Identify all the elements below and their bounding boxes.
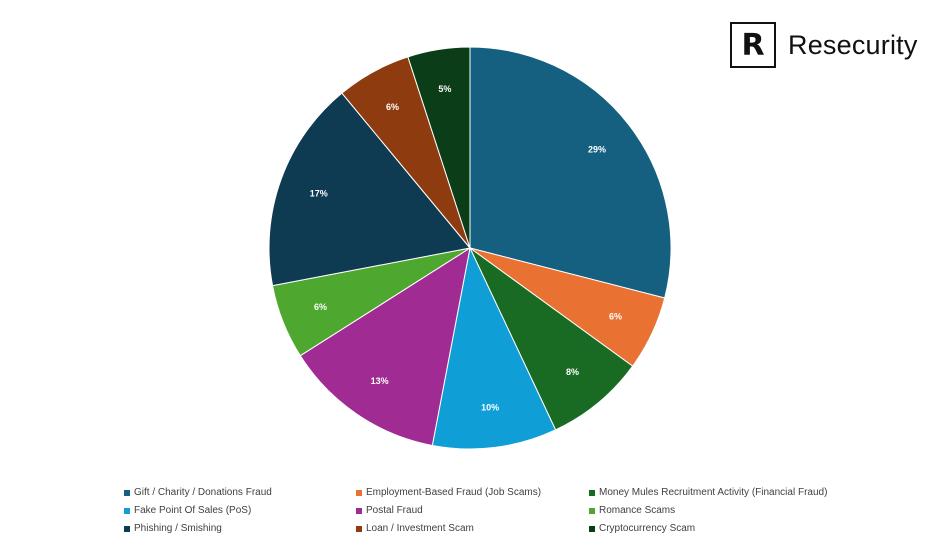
data-label-cryptocurrency-scam: 5% [438, 84, 451, 94]
legend-label: Loan / Investment Scam [366, 523, 474, 534]
data-label-phishing-smishing: 17% [310, 189, 328, 199]
legend-swatch [356, 489, 362, 496]
legend-label: Cryptocurrency Scam [599, 523, 696, 534]
legend-swatch [356, 525, 362, 532]
legend-swatch [124, 489, 130, 496]
legend-label: Money Mules Recruitment Activity (Financ… [599, 487, 828, 498]
chart-legend: Gift / Charity / Donations Fraud Employme… [124, 485, 884, 536]
legend-item-money-mules-recruitment-activity-financial-fraud: Money Mules Recruitment Activity (Financ… [589, 485, 884, 500]
legend-label: Romance Scams [599, 505, 676, 516]
pie-slice-phishing-smishing [268, 92, 471, 287]
logo-mark: R [730, 22, 776, 68]
data-label-gift-charity-donations-fraud: 29% [588, 144, 606, 154]
legend-label: Gift / Charity / Donations Fraud [134, 487, 272, 498]
legend-item-romance-scams: Romance Scams [589, 503, 884, 518]
legend-swatch [356, 507, 362, 514]
pie-slice-money-mules-recruitment-activity-financial-fraud [469, 247, 634, 431]
legend-item-postal-fraud: Postal Fraud [356, 503, 589, 518]
legend-item-fake-point-of-sales-pos: Fake Point Of Sales (PoS) [124, 503, 356, 518]
legend-swatch [589, 507, 595, 514]
legend-item-cryptocurrency-scam: Cryptocurrency Scam [589, 521, 884, 536]
legend-label: Phishing / Smishing [134, 523, 222, 534]
legend-label: Employment-Based Fraud (Job Scams) [366, 487, 542, 498]
pie-chart-svg: 29% 6% 8% 10% 13% 6% 17% 6% 5% [268, 46, 672, 450]
data-label-loan-investment-scam: 6% [386, 102, 399, 112]
data-label-romance-scams: 6% [314, 302, 327, 312]
legend-item-employment-based-fraud-job-scams: Employment-Based Fraud (Job Scams) [356, 485, 589, 500]
pie-slice-gift-charity-donations-fraud [469, 46, 672, 299]
pie-slice-fake-point-of-sales-pos [431, 246, 557, 450]
legend-item-phishing-smishing: Phishing / Smishing [124, 521, 356, 536]
legend-swatch [124, 507, 130, 514]
data-label-postal-fraud: 13% [371, 376, 389, 386]
legend-swatch [589, 489, 595, 496]
legend-swatch [589, 525, 595, 532]
data-label-fake-point-of-sales-pos: 10% [481, 403, 499, 413]
logo-text: Resecurity [788, 29, 918, 60]
pie-slice-cryptocurrency-scam [407, 46, 471, 249]
legend-item-loan-investment-scam: Loan / Investment Scam [356, 521, 589, 536]
resecurity-logo: R Resecurity [730, 22, 918, 68]
data-label-money-mules-recruitment-activity-financial-fraud: 8% [566, 367, 579, 377]
legend-item-gift-charity-donations-fraud: Gift / Charity / Donations Fraud [124, 485, 356, 500]
legend-swatch [124, 525, 130, 532]
legend-label: Postal Fraud [366, 505, 423, 516]
pie-slice-postal-fraud [299, 246, 471, 447]
data-label-employment-based-fraud-job-scams: 6% [609, 311, 622, 321]
logo-mark-letter: R [741, 27, 765, 63]
legend-label: Fake Point Of Sales (PoS) [134, 505, 252, 516]
